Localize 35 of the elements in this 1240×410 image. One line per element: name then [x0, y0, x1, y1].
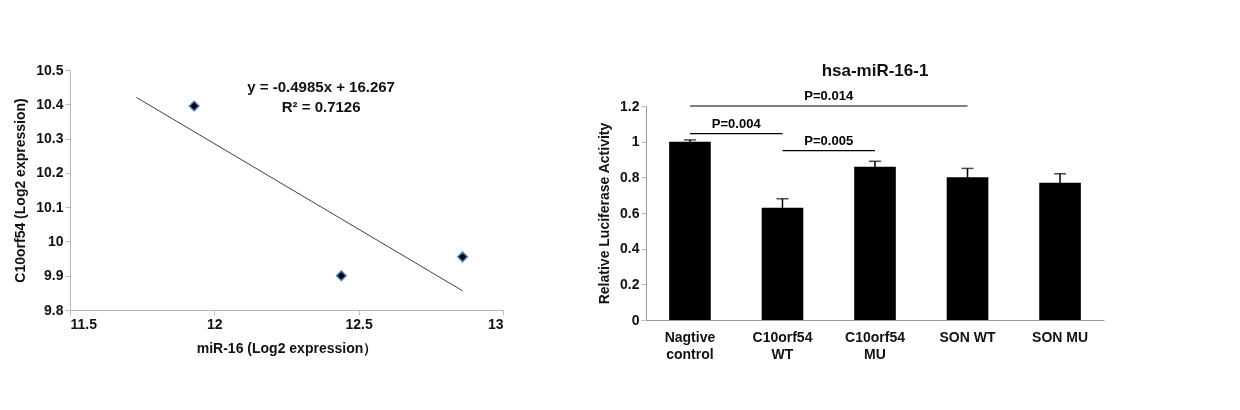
y-tick-label: 9.8 [44, 301, 64, 318]
text: P=0.014 [804, 88, 854, 103]
x-tick-label: 12.5 [345, 315, 373, 332]
y-tick-label: 1 [631, 133, 640, 150]
y-tick-label: 0 [631, 311, 640, 328]
x-tick-label: 11.5 [70, 315, 98, 332]
x-tick-label: SON MU [1032, 328, 1089, 345]
y-axis-title: C10orf54 (Log2 expression) [12, 98, 29, 283]
x-tick-label: 12 [207, 315, 223, 332]
y-tick-label: 1.2 [620, 97, 640, 114]
annotation: y = -0.4985x + 16.267 [247, 78, 395, 95]
y-tick-label: 0.6 [620, 204, 640, 221]
x-tick-label: C10orf54 WT [752, 328, 813, 362]
x-tick-label: Nagtive control [664, 328, 716, 362]
y-tick-label: 0.2 [620, 275, 640, 292]
y-tick-label: 0.4 [620, 240, 640, 257]
y-tick-label: 0.8 [620, 168, 640, 185]
y-axis-title: Relative Luciferase Activity [596, 122, 613, 305]
y-tick-label: 10.5 [36, 61, 64, 78]
bar [669, 141, 711, 320]
x-tick-label: 13 [487, 315, 504, 332]
bar [854, 166, 896, 320]
annotation: P=0.005 [804, 132, 854, 148]
y-tick-label: 10.4 [36, 95, 64, 112]
y-tick-label: 10.3 [36, 130, 64, 147]
y-tick-label: 9.9 [44, 267, 64, 284]
x-axis-title: miR-16 (Log2 expression） [196, 339, 378, 356]
y-tick-label: 10.1 [36, 198, 64, 215]
x-tick-label: SON WT [939, 328, 996, 345]
annotation: R² = 0.7126 [281, 98, 361, 115]
x-tick-label: C10orf54 MU [845, 328, 906, 362]
chart-title: hsa-miR-16-1 [821, 61, 929, 80]
y-tick-label: 10 [47, 232, 64, 249]
annotation: P=0.004 [711, 115, 762, 131]
y-tick-label: 10.2 [36, 164, 64, 181]
